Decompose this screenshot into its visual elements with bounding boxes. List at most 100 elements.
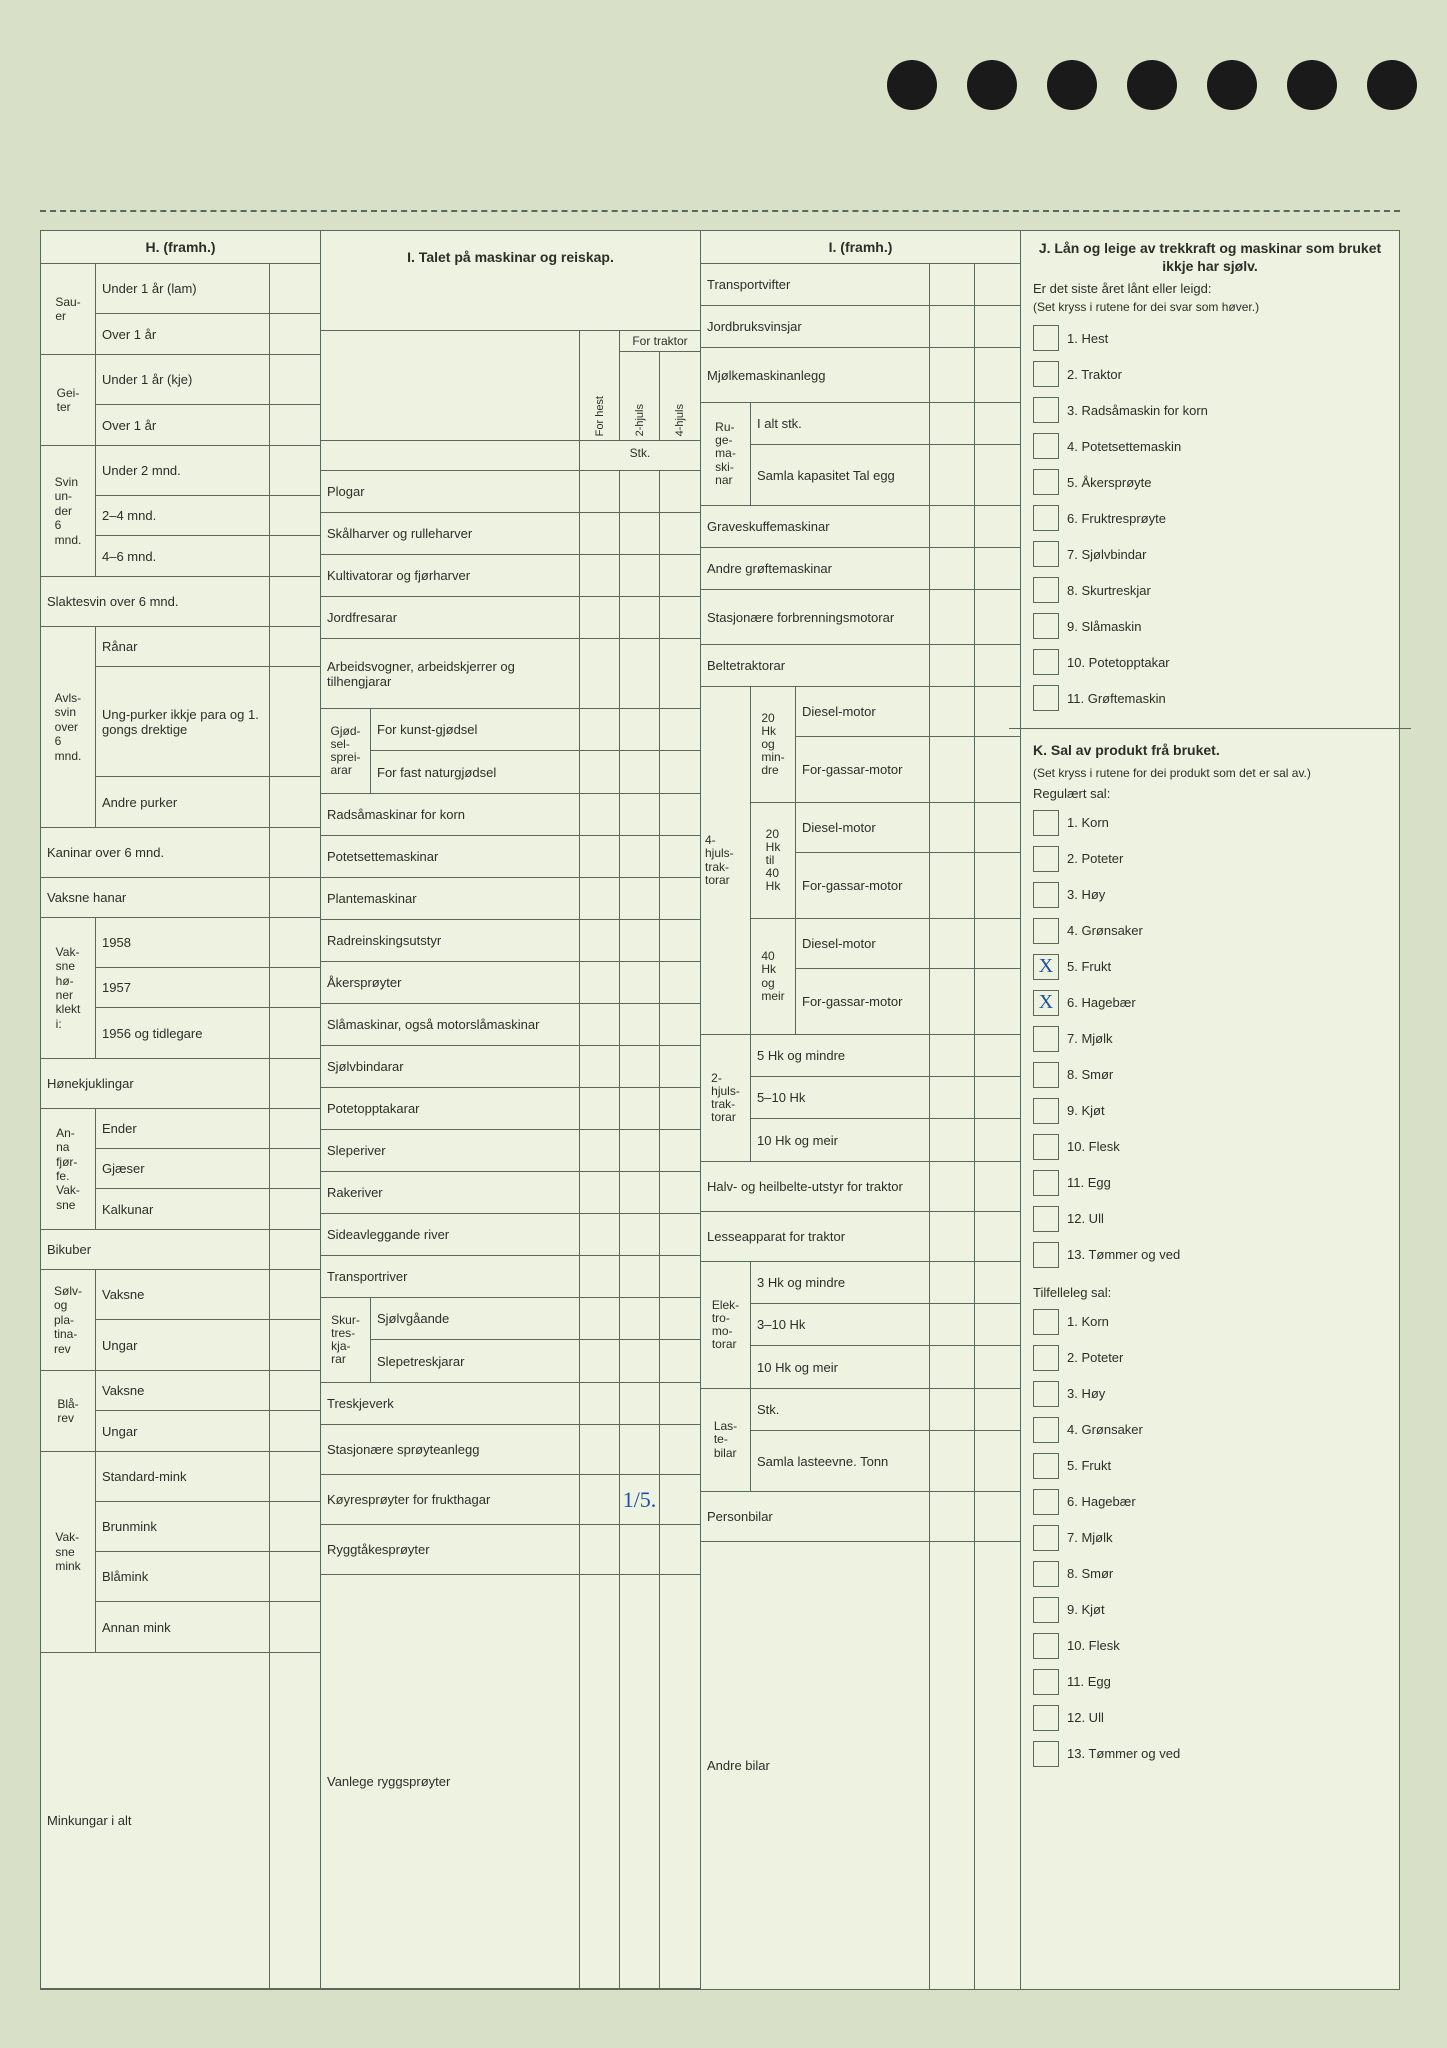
value-cell[interactable] — [270, 627, 320, 666]
checkbox[interactable] — [1033, 361, 1059, 387]
value-cell[interactable] — [930, 1431, 975, 1491]
value-cell[interactable] — [620, 597, 660, 638]
value-cell[interactable] — [580, 1172, 620, 1213]
checkbox[interactable] — [1033, 1242, 1059, 1268]
value-cell[interactable] — [930, 1262, 975, 1303]
checkbox[interactable] — [1033, 1597, 1059, 1623]
value-cell[interactable] — [580, 1425, 620, 1474]
value-cell[interactable] — [975, 348, 1020, 402]
value-cell[interactable] — [930, 306, 975, 347]
value-cell[interactable] — [580, 920, 620, 961]
value-cell[interactable] — [975, 853, 1020, 918]
value-cell[interactable] — [580, 1525, 620, 1574]
value-cell[interactable] — [270, 777, 320, 827]
checkbox[interactable] — [1033, 846, 1059, 872]
value-cell[interactable] — [930, 1035, 975, 1076]
value-cell[interactable] — [930, 969, 975, 1034]
checkbox[interactable] — [1033, 577, 1059, 603]
value-cell[interactable] — [270, 918, 320, 967]
value-cell[interactable] — [660, 878, 700, 919]
checkbox[interactable] — [1033, 1026, 1059, 1052]
checkbox[interactable]: X — [1033, 990, 1059, 1016]
value-cell[interactable] — [580, 1256, 620, 1297]
value-cell[interactable] — [270, 355, 320, 404]
value-cell[interactable] — [580, 471, 620, 512]
value-cell[interactable] — [620, 962, 660, 1003]
value-cell[interactable] — [580, 1340, 620, 1382]
value-cell[interactable] — [660, 1256, 700, 1297]
value-cell[interactable] — [620, 920, 660, 961]
value-cell[interactable] — [270, 1109, 320, 1148]
checkbox[interactable] — [1033, 1705, 1059, 1731]
checkbox[interactable] — [1033, 1206, 1059, 1232]
value-cell[interactable] — [930, 1304, 975, 1345]
checkbox[interactable] — [1033, 397, 1059, 423]
value-cell[interactable] — [930, 1542, 975, 1989]
checkbox[interactable] — [1033, 1741, 1059, 1767]
value-cell[interactable] — [660, 471, 700, 512]
value-cell[interactable] — [270, 1008, 320, 1058]
value-cell[interactable] — [270, 577, 320, 626]
value-cell[interactable] — [620, 1383, 660, 1424]
value-cell[interactable] — [660, 1214, 700, 1255]
value-cell[interactable] — [930, 506, 975, 547]
checkbox[interactable] — [1033, 1525, 1059, 1551]
value-cell[interactable] — [660, 1172, 700, 1213]
value-cell[interactable] — [270, 878, 320, 917]
value-cell[interactable] — [660, 920, 700, 961]
value-cell[interactable] — [580, 1130, 620, 1171]
value-cell[interactable] — [620, 1130, 660, 1171]
value-cell[interactable] — [620, 794, 660, 835]
value-cell[interactable] — [660, 962, 700, 1003]
checkbox[interactable] — [1033, 1561, 1059, 1587]
value-cell[interactable] — [660, 1575, 700, 1988]
value-cell[interactable] — [270, 1320, 320, 1370]
value-cell[interactable] — [930, 1162, 975, 1211]
value-cell[interactable] — [660, 1383, 700, 1424]
value-cell[interactable] — [270, 1411, 320, 1451]
value-cell[interactable] — [270, 1653, 320, 1988]
value-cell[interactable] — [270, 828, 320, 877]
value-cell[interactable] — [580, 1383, 620, 1424]
value-cell[interactable] — [620, 709, 660, 750]
value-cell[interactable] — [580, 1575, 620, 1988]
value-cell[interactable] — [620, 1425, 660, 1474]
checkbox[interactable] — [1033, 649, 1059, 675]
value-cell[interactable] — [270, 1230, 320, 1269]
value-cell[interactable] — [270, 405, 320, 445]
value-cell[interactable] — [930, 1212, 975, 1261]
value-cell[interactable] — [620, 1046, 660, 1087]
value-cell[interactable] — [930, 803, 975, 852]
value-cell[interactable] — [580, 878, 620, 919]
value-cell[interactable] — [580, 1298, 620, 1339]
checkbox[interactable] — [1033, 918, 1059, 944]
value-cell[interactable] — [975, 506, 1020, 547]
value-cell[interactable] — [975, 919, 1020, 968]
value-cell[interactable] — [930, 853, 975, 918]
checkbox[interactable] — [1033, 1417, 1059, 1443]
value-cell[interactable] — [975, 737, 1020, 802]
value-cell[interactable] — [270, 314, 320, 354]
checkbox[interactable] — [1033, 1170, 1059, 1196]
value-cell[interactable] — [620, 513, 660, 554]
value-cell[interactable] — [660, 751, 700, 793]
value-cell[interactable] — [620, 836, 660, 877]
value-cell[interactable] — [270, 1189, 320, 1229]
value-cell[interactable] — [660, 555, 700, 596]
value-cell[interactable] — [975, 306, 1020, 347]
value-cell[interactable] — [975, 1389, 1020, 1430]
checkbox[interactable] — [1033, 1381, 1059, 1407]
value-cell[interactable] — [975, 1035, 1020, 1076]
value-cell[interactable] — [660, 513, 700, 554]
value-cell[interactable] — [930, 403, 975, 444]
value-cell[interactable] — [930, 737, 975, 802]
value-cell[interactable] — [975, 645, 1020, 686]
checkbox[interactable] — [1033, 613, 1059, 639]
value-cell[interactable] — [620, 1575, 660, 1988]
checkbox[interactable] — [1033, 685, 1059, 711]
value-cell[interactable] — [660, 1425, 700, 1474]
value-cell[interactable] — [930, 590, 975, 644]
value-cell[interactable] — [975, 590, 1020, 644]
value-cell[interactable] — [930, 645, 975, 686]
value-cell[interactable] — [620, 1298, 660, 1339]
